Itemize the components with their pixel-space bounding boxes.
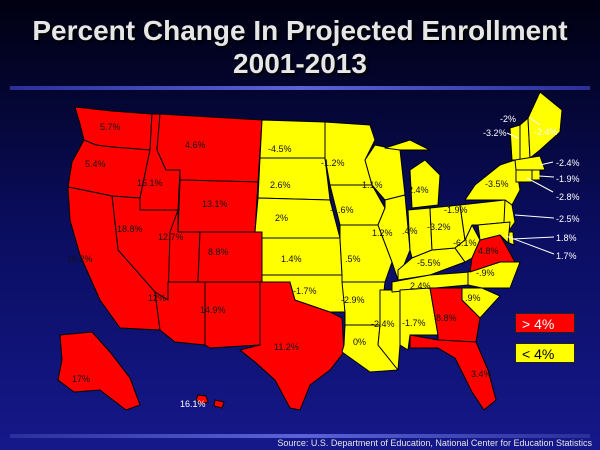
state-shape-IL (377, 194, 411, 281)
state-label-ND: -4.5% (268, 144, 292, 154)
state-label-VT: -3.2% (483, 128, 507, 138)
state-label-FL: 3.4% (471, 369, 492, 379)
state-label-NH: -2% (500, 114, 516, 124)
state-label-OH: -3.2% (427, 222, 451, 232)
state-shape-MN (324, 121, 376, 186)
state-shape-NE (254, 197, 341, 239)
state-label-CT: -2.8% (556, 192, 580, 202)
state-label-WI: 1.1% (362, 180, 383, 190)
state-label-LA: 0% (353, 337, 366, 347)
state-shape-AK (57, 331, 141, 411)
state-label-VA: 4.8% (478, 246, 499, 256)
state-shape-MI (384, 139, 431, 151)
title-line-2: 2001-2013 (233, 48, 367, 79)
state-shape-ME (527, 91, 563, 159)
legend-increase: > 4% (515, 313, 575, 333)
state-label-DE: 1.8% (556, 233, 577, 243)
state-label-AZ: 12% (148, 293, 166, 303)
state-label-MT: 4.6% (185, 140, 206, 150)
state-label-NM: 14.9% (200, 305, 226, 315)
state-shape-MD (477, 221, 511, 244)
state-shape-SD (257, 157, 331, 201)
state-label-NY: -3.5% (485, 179, 509, 189)
callout-line (511, 236, 555, 240)
state-label-OR: 5.4% (85, 159, 106, 169)
state-shape-MA (514, 155, 546, 171)
state-shape-NM (204, 281, 263, 349)
state-label-KS: 1.4% (281, 254, 302, 264)
state-label-SC: .9% (465, 293, 481, 303)
callout-line (529, 117, 541, 126)
legend-decrease: < 4% (515, 343, 575, 363)
source-note: Source: U.S. Department of Education, Na… (277, 438, 592, 448)
state-label-MD: 1.7% (556, 251, 577, 261)
state-shape-VT (509, 124, 521, 161)
state-shape-RI (531, 169, 541, 181)
state-label-NJ: -2.5% (556, 214, 580, 224)
callout-line (539, 161, 554, 166)
callout-line (526, 177, 554, 193)
state-shape-GA (429, 287, 481, 343)
state-label-MA: -2.4% (556, 158, 580, 168)
state-label-GA: 8.8% (436, 313, 457, 323)
state-label-NV: 18.8% (117, 224, 143, 234)
callout-line (506, 132, 519, 139)
state-shape-CO (197, 231, 263, 283)
state-label-MS: -2.4% (371, 319, 395, 329)
state-label-WY: 13.1% (202, 199, 228, 209)
state-label-KY: -5.5% (417, 258, 441, 268)
state-label-AR: -2.9% (341, 295, 365, 305)
state-shape-FL (409, 334, 497, 411)
state-label-CO: 8.8% (208, 247, 229, 257)
state-label-MI: 2.4% (408, 185, 429, 195)
state-label-HI: 16.1% (180, 399, 206, 409)
slide-title: Percent Change In Projected Enrollment 2… (0, 14, 600, 80)
state-shape-CT (515, 169, 533, 183)
state-label-NE: 2% (275, 213, 288, 223)
state-shape-HI (195, 394, 209, 405)
state-shape-HI (213, 399, 225, 409)
state-label-WA: 5.7% (100, 122, 121, 132)
state-label-TN: 2.4% (410, 281, 431, 291)
state-label-IL: 1.2% (372, 228, 393, 238)
state-label-OK: -1.7% (293, 286, 317, 296)
state-shape-KS (261, 237, 343, 276)
state-label-NC: -.9% (476, 268, 495, 278)
state-label-UT: 12.7% (158, 232, 184, 242)
footer-divider (10, 434, 590, 438)
state-label-MO: .5% (345, 254, 361, 264)
callout-line (538, 175, 555, 178)
state-shape-MI (409, 159, 441, 209)
state-label-WV: -6.1% (453, 238, 477, 248)
state-label-AK: 17% (72, 374, 90, 384)
title-divider (10, 86, 590, 90)
callout-line (505, 235, 555, 255)
state-label-SD: 2.6% (270, 180, 291, 190)
state-label-IN: .4% (402, 226, 418, 236)
state-label-PA: -1.9% (444, 205, 468, 215)
state-label-CA: 15.2% (67, 254, 93, 264)
state-label-TX: 11.2% (274, 342, 299, 352)
title-line-1: Percent Change In Projected Enrollment (32, 15, 568, 46)
callout-line (514, 214, 555, 219)
state-label-IA: -1.6% (330, 205, 354, 215)
state-label-ME: -2.4% (534, 127, 558, 137)
state-label-AL: -1.7% (402, 318, 426, 328)
state-label-MN: -1.2% (321, 158, 345, 168)
state-label-RI: -1.9% (556, 174, 580, 184)
state-label-ID: 15.1% (137, 178, 163, 188)
state-shape-AZ (154, 281, 206, 346)
